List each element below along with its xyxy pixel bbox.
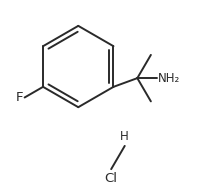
- Text: NH₂: NH₂: [157, 72, 179, 85]
- Text: H: H: [120, 130, 128, 143]
- Text: F: F: [16, 91, 23, 104]
- Text: Cl: Cl: [104, 172, 117, 185]
